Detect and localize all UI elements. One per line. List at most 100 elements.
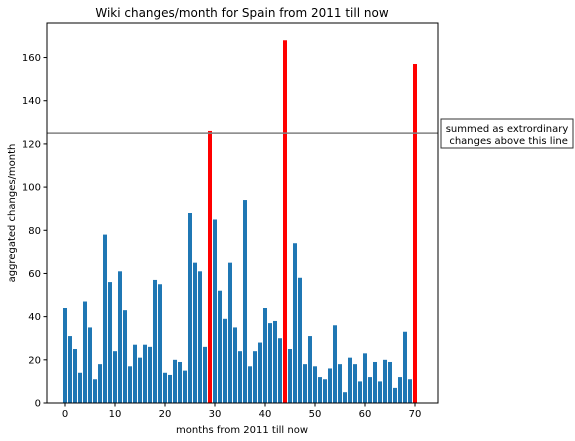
bar [158,284,162,403]
bar [103,234,107,403]
bar [233,327,237,403]
bar [303,364,307,403]
bar [403,331,407,403]
bar [78,372,82,403]
x-tick-label: 50 [309,409,322,420]
bar [383,359,387,403]
bar [333,325,337,403]
bar [253,351,257,403]
bar [228,262,232,403]
bar [133,344,137,403]
bar-extraordinary [283,40,287,404]
bar [278,338,282,403]
x-tick-label: 0 [62,409,68,420]
bar [248,366,252,403]
y-axis-label: aggregated changes/month [7,144,18,283]
bar [313,366,317,403]
bar [68,336,72,403]
x-tick-label: 20 [159,409,172,420]
bar [128,366,132,403]
bar [148,346,152,403]
bar [393,387,397,403]
x-tick-label: 40 [259,409,272,420]
y-tick-label: 60 [28,269,41,280]
bar [153,279,157,403]
bar [258,342,262,403]
bar [378,381,382,403]
bar [143,344,147,403]
bar [183,370,187,403]
bar [343,392,347,403]
bar [373,361,377,403]
bar [193,262,197,403]
bar [218,290,222,403]
bar [298,277,302,403]
bar [353,364,357,403]
plot-frame [46,22,439,404]
bar [268,323,272,403]
x-axis-label: months from 2011 till now [176,425,308,436]
bar [203,346,207,403]
y-tick-label: 40 [28,312,41,323]
bar [243,200,247,403]
bar [118,271,122,403]
bar [348,357,352,403]
y-tick-label: 160 [22,53,41,64]
bar [73,349,77,403]
bar-series [63,40,417,404]
bar [173,359,177,403]
bar [388,361,392,403]
bar [138,357,142,403]
threshold-annotation: summed as extrordinary changes above thi… [440,118,574,149]
x-tick-label: 10 [109,409,122,420]
y-tick-label: 20 [28,355,41,366]
bar [288,349,292,403]
bar [108,282,112,403]
x-tick-label: 60 [359,409,372,420]
x-tick-label: 30 [209,409,222,420]
bar [408,379,412,403]
bar [328,368,332,403]
bar [168,374,172,403]
bar [398,377,402,403]
bar [83,301,87,403]
bar [363,353,367,403]
bar [308,336,312,403]
bar [178,361,182,403]
bar [293,243,297,403]
bar [93,379,97,403]
bar [368,377,372,403]
bar [163,372,167,403]
bar [358,381,362,403]
bar [263,308,267,403]
annotation-line-2: changes above this line [446,136,568,147]
annotation-box [440,118,574,149]
y-axis: 0 20 40 60 80 100 120 140 160 [22,53,47,410]
bar [238,351,242,403]
bar [338,364,342,403]
bar [188,213,192,403]
y-tick-label: 100 [22,183,41,194]
bar [223,318,227,403]
bar [318,377,322,403]
chart-title: Wiki changes/month for Spain from 2011 t… [95,6,388,20]
bar [273,320,277,403]
y-tick-label: 140 [22,96,41,107]
y-tick-label: 0 [35,399,41,410]
y-tick-label: 120 [22,139,41,150]
annotation-line-1: summed as extrordinary [446,124,569,135]
bar [323,379,327,403]
bar [98,364,102,403]
bar-extraordinary [413,64,417,404]
x-tick-label: 70 [409,409,422,420]
bar-extraordinary [208,130,212,403]
bar [88,327,92,403]
y-tick-label: 80 [28,226,41,237]
bar [113,351,117,403]
bar [198,271,202,403]
bar [213,219,217,403]
bar [63,308,67,403]
x-axis: 0 10 20 30 40 50 60 70 [62,403,422,420]
bar [123,310,127,403]
